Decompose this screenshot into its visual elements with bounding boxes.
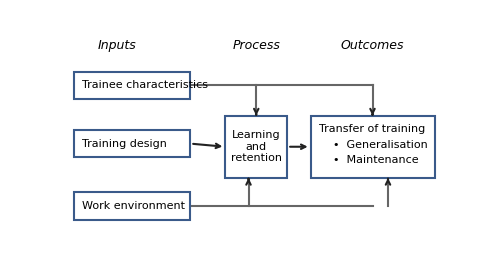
Text: Work environment: Work environment	[82, 201, 185, 211]
FancyBboxPatch shape	[225, 116, 287, 178]
FancyBboxPatch shape	[74, 72, 190, 99]
Text: Training design: Training design	[82, 139, 167, 148]
Text: Inputs: Inputs	[98, 39, 136, 52]
FancyBboxPatch shape	[310, 116, 434, 178]
Text: Learning
and
retention: Learning and retention	[231, 130, 282, 163]
FancyBboxPatch shape	[74, 193, 190, 220]
FancyBboxPatch shape	[74, 130, 190, 157]
Text: Trainee characteristics: Trainee characteristics	[82, 80, 208, 90]
Text: •  Generalisation: • Generalisation	[333, 140, 428, 150]
Text: Transfer of training: Transfer of training	[320, 124, 426, 134]
Text: •  Maintenance: • Maintenance	[333, 156, 418, 166]
Text: Process: Process	[232, 39, 280, 52]
Text: Outcomes: Outcomes	[341, 39, 404, 52]
